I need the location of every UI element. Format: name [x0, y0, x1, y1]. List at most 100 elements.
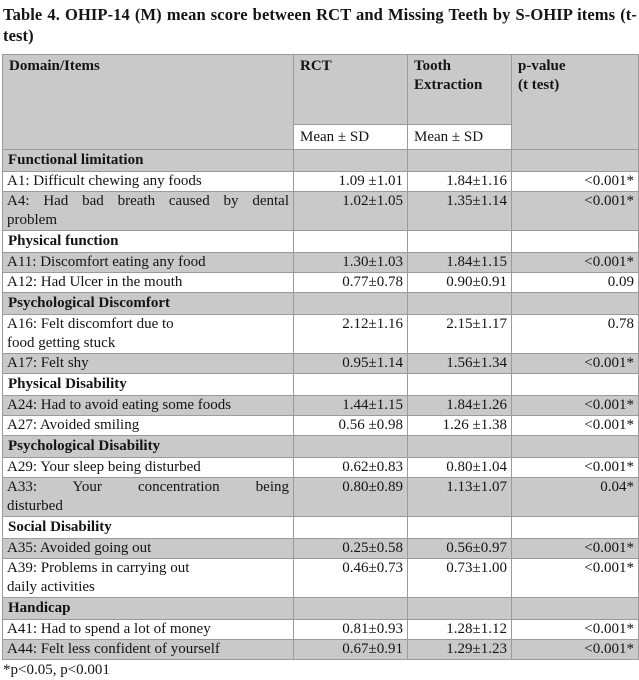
item-row: A16: Felt discomfort due to food getting …	[2, 314, 639, 354]
tooth-extraction-mean-cell	[407, 149, 512, 172]
label-line: A11: Discomfort eating any food	[7, 254, 206, 270]
significance-footnote: *p<0.05, p<0.001	[3, 662, 110, 678]
tooth-extraction-mean-cell	[407, 292, 512, 315]
header-p-value-line1: p-value	[518, 58, 566, 74]
label-line: food getting stuck	[7, 335, 116, 351]
item-label: A11: Discomfort eating any food	[2, 252, 294, 273]
table-title: Table 4. OHIP-14 (M) mean score between …	[3, 5, 637, 45]
rct-mean-cell: 1.09 ±1.01	[293, 171, 408, 192]
section-row: Social Disability	[2, 516, 639, 539]
label-line: problem	[7, 212, 57, 228]
section-label: Physical function	[2, 230, 294, 253]
table-body: Functional limitation A1: Difficult chewi…	[2, 149, 639, 660]
p-value-cell	[511, 149, 639, 172]
rct-mean-cell: 1.44±1.15	[293, 395, 408, 416]
rct-mean-cell: 0.95±1.14	[293, 353, 408, 374]
tooth-extraction-mean-cell: 1.26 ±1.38	[407, 415, 512, 436]
section-row: Physical Disability	[2, 373, 639, 396]
item-row: A44: Felt less confident of yourself 0.67…	[2, 639, 639, 660]
item-row: A17: Felt shy 0.95±1.14 1.56±1.34 <0.001*	[2, 353, 639, 374]
item-label: A24: Had to avoid eating some foods	[2, 395, 294, 416]
label-line: Psychological Disability	[8, 438, 161, 454]
p-value-cell: <0.001*	[511, 353, 639, 374]
p-value-cell	[511, 516, 639, 539]
tooth-extraction-mean-cell: 1.28±1.12	[407, 619, 512, 640]
item-row: A27: Avoided smiling 0.56 ±0.98 1.26 ±1.38…	[2, 415, 639, 436]
rct-mean-cell	[293, 230, 408, 253]
label-line: Psychological Discomfort	[8, 295, 171, 311]
tooth-extraction-mean-cell: 1.84±1.16	[407, 171, 512, 192]
section-row: Handicap	[2, 597, 639, 620]
mean-sd-rct-cell: Mean ± SD	[293, 124, 408, 150]
p-value-cell: <0.001*	[511, 619, 639, 640]
header-tooth-extraction: Tooth Extraction	[407, 54, 512, 125]
item-row: A24: Had to avoid eating some foods 1.44±…	[2, 395, 639, 416]
header-p-value: p-value (t test)	[511, 54, 639, 150]
p-value-cell: <0.001*	[511, 395, 639, 416]
label-line: A39: Problems in carrying out	[7, 560, 190, 576]
tooth-extraction-mean-cell: 0.90±0.91	[407, 272, 512, 293]
label-line: A17: Felt shy	[7, 355, 89, 371]
tooth-extraction-mean-cell: 0.56±0.97	[407, 538, 512, 559]
rct-mean-cell	[293, 292, 408, 315]
label-line: Physical function	[8, 233, 119, 249]
rct-mean-cell: 1.02±1.05	[293, 191, 408, 231]
item-label: A29: Your sleep being disturbed	[2, 457, 294, 478]
section-label: Psychological Disability	[2, 435, 294, 458]
label-line: A27: Avoided smiling	[7, 417, 140, 433]
item-row: A11: Discomfort eating any food 1.30±1.03…	[2, 252, 639, 273]
tooth-extraction-mean-cell: 1.13±1.07	[407, 477, 512, 517]
document-page: Table 4. OHIP-14 (M) mean score between …	[2, 5, 639, 678]
p-value-cell: <0.001*	[511, 415, 639, 436]
item-label: A1: Difficult chewing any foods	[2, 171, 294, 192]
tooth-extraction-mean-cell: 2.15±1.17	[407, 314, 512, 354]
item-label: A35: Avoided going out	[2, 538, 294, 559]
section-row: Physical function	[2, 230, 639, 253]
tooth-extraction-mean-cell: 1.56±1.34	[407, 353, 512, 374]
section-label: Functional limitation	[2, 149, 294, 172]
tooth-extraction-mean-cell: 0.80±1.04	[407, 457, 512, 478]
tooth-extraction-mean-cell	[407, 373, 512, 396]
section-label: Handicap	[2, 597, 294, 620]
label-line: Social Disability	[8, 519, 112, 535]
rct-mean-cell: 0.56 ±0.98	[293, 415, 408, 436]
item-label: A44: Felt less confident of yourself	[2, 639, 294, 660]
p-value-cell	[511, 292, 639, 315]
label-line: A1: Difficult chewing any foods	[7, 173, 202, 189]
header-domain-items: Domain/Items	[2, 54, 294, 150]
item-label: A27: Avoided smiling	[2, 415, 294, 436]
label-line: daily activities	[7, 579, 95, 595]
p-value-cell	[511, 435, 639, 458]
tooth-extraction-mean-cell	[407, 435, 512, 458]
rct-mean-cell	[293, 373, 408, 396]
p-value-cell: <0.001*	[511, 639, 639, 660]
section-label: Social Disability	[2, 516, 294, 539]
p-value-cell	[511, 597, 639, 620]
label-line: Physical Disability	[8, 376, 127, 392]
item-row: A35: Avoided going out 0.25±0.58 0.56±0.97…	[2, 538, 639, 559]
rct-mean-cell: 0.81±0.93	[293, 619, 408, 640]
label-line: A44: Felt less confident of yourself	[7, 641, 220, 657]
item-label: A33: Your concentration being disturbed	[2, 477, 294, 517]
section-label: Psychological Discomfort	[2, 292, 294, 315]
item-row: A12: Had Ulcer in the mouth 0.77±0.78 0.90…	[2, 272, 639, 293]
item-label: A4: Had bad breath caused by dental probl…	[2, 191, 294, 231]
item-row: A33: Your concentration being disturbed 0.…	[2, 477, 639, 517]
rct-mean-cell: 0.25±0.58	[293, 538, 408, 559]
p-value-cell: <0.001*	[511, 538, 639, 559]
item-label: A17: Felt shy	[2, 353, 294, 374]
label-line: A16: Felt discomfort due to	[7, 316, 174, 332]
item-row: A41: Had to spend a lot of money 0.81±0.9…	[2, 619, 639, 640]
item-label: A41: Had to spend a lot of money	[2, 619, 294, 640]
mean-sd-subheader-row: Mean ± SD Mean ± SD	[3, 124, 639, 150]
rct-mean-cell: 0.46±0.73	[293, 558, 408, 598]
p-value-cell	[511, 373, 639, 396]
tooth-extraction-mean-cell: 1.84±1.26	[407, 395, 512, 416]
rct-mean-cell	[293, 149, 408, 172]
p-value-cell: 0.09	[511, 272, 639, 293]
section-row: Functional limitation	[2, 149, 639, 172]
item-label: A12: Had Ulcer in the mouth	[2, 272, 294, 293]
header-rct: RCT	[293, 54, 408, 125]
rct-mean-cell: 0.62±0.83	[293, 457, 408, 478]
item-label: A16: Felt discomfort due to food getting …	[2, 314, 294, 354]
